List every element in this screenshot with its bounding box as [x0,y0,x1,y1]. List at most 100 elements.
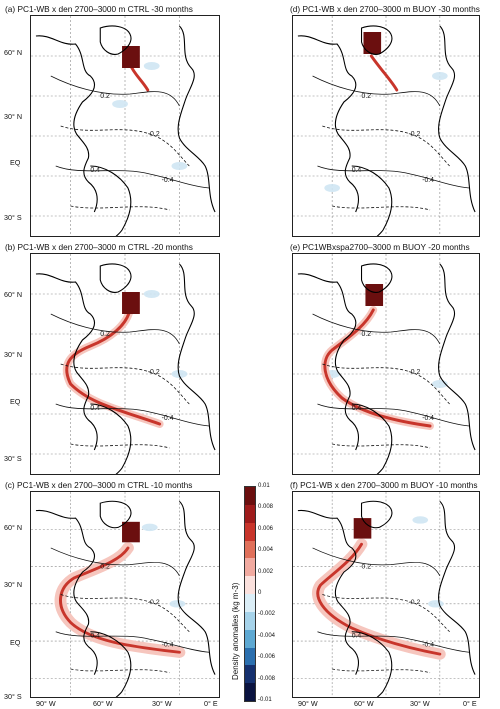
coastline [351,165,393,236]
lon-tick: 30° W [152,699,172,708]
max-anomaly-blob [122,292,140,314]
density-contour [322,594,450,633]
lat-tick: 60° N [4,48,23,57]
colorbar-tick-label: 0.004 [258,547,274,554]
density-contour [332,668,431,674]
negative-anomaly-patch [143,290,160,298]
coastline-greenland [99,263,132,293]
positive-anomaly-track [316,542,442,656]
coastline [351,403,393,474]
lon-tick: 30° W [410,699,430,708]
positive-anomaly-band [54,542,186,658]
contour-label: 0.4 [90,633,100,640]
map-svg: 0.2 -0.2 0.4 -0.4 [293,254,479,474]
contour-label: 0.4 [352,405,362,412]
lon-tick: 90° W [298,699,318,708]
density-contour [50,75,180,107]
panel-title: (f) PC1-WB x den 2700–3000 m BUOY -10 mo… [290,480,478,490]
panel-title: (c) PC1-WB x den 2700–3000 m CTRL -10 mo… [5,480,193,490]
colorbar-segment [245,594,255,613]
negative-anomaly-patch [169,600,186,608]
density-contour [50,547,180,577]
lon-tick: 60° W [93,699,113,708]
colorbar-segment [245,487,255,506]
contour-label: -0.2 [409,599,421,606]
lat-tick: 30° N [4,350,23,359]
density-contour [322,125,450,167]
lon-tick: 0° E [204,699,218,708]
colorbar-segment [245,540,255,559]
contour-label: -0.2 [148,131,160,138]
colorbar-tick-label: -0.002 [258,611,276,618]
colorbar-tick-label: -0.004 [258,632,276,639]
density-contour [60,125,190,167]
lat-tick: 30° S [4,454,22,463]
contour-label: -0.4 [422,415,434,422]
coastline-greenland [360,263,393,293]
contour-label: -0.2 [148,369,160,376]
colorbar [244,486,256,702]
map-panel-f: 0.2 -0.2 0.4 -0.4 [292,491,480,698]
density-contour [312,547,441,577]
colorbar-tick-label: -0.006 [258,654,276,661]
density-contour [55,403,210,427]
contour-label: 0.4 [352,167,362,174]
contour-label: -0.4 [422,177,434,184]
map-panel-c: 0.2 -0.2 0.4 -0.4 [30,491,220,698]
coastline [90,165,132,236]
contour-label: 0.2 [100,564,110,571]
panel-title: (a) PC1-WB x den 2700–3000 m CTRL -30 mo… [5,4,193,14]
colorbar-segment [245,558,255,577]
lat-tick: EQ [10,397,21,406]
colorbar-tick-label: 0 [258,590,262,596]
density-contour [60,363,190,405]
density-contour [60,594,190,633]
negative-anomaly-patch [428,600,444,608]
coastline [90,631,132,697]
max-anomaly-blob [353,518,372,539]
negative-anomaly-patch [143,62,160,70]
contour-label: 0.2 [362,93,372,100]
map-svg: 0.2 -0.2 0.4 -0.4 [31,16,219,236]
coastline [297,509,359,675]
coastline [351,631,393,697]
coastline [35,35,98,213]
lat-tick: 60° N [4,290,23,299]
negative-anomaly-patch [324,184,340,192]
coastline [297,273,359,451]
map-panel-d: 0.2 -0.2 0.4 -0.4 [292,15,480,237]
map-panel-a: 0.2 -0.2 0.4 -0.4 [30,15,220,237]
coastline-greenland [360,25,393,55]
negative-anomaly-patch [432,72,448,80]
density-contour [312,75,441,107]
lon-tick: 90° W [36,699,56,708]
density-contour [317,403,470,427]
lat-tick: 60° N [4,523,23,532]
contour-label: 0.2 [362,331,372,338]
coastline [90,403,132,474]
panel-title: (d) PC1-WB x den 2700–3000 m BUOY -30 mo… [290,4,480,14]
contour-label: 0.2 [100,331,110,338]
colorbar-segment [245,576,255,595]
lon-tick: 0° E [463,699,477,708]
coastline [438,25,476,213]
coastline [177,263,216,451]
colorbar-segment [245,611,255,631]
positive-anomaly-track [369,54,399,92]
contour-label: -0.2 [148,599,160,606]
colorbar-tick-label: 0.008 [258,504,274,511]
contour-label: 0.2 [100,93,110,100]
contour-label: -0.4 [162,177,174,184]
contour-label: 0.4 [90,405,100,412]
density-contour [332,205,431,211]
positive-anomaly-track [323,308,432,428]
coastline [438,263,476,451]
density-contour [70,205,170,211]
coastline [35,509,98,675]
max-anomaly-blob [365,284,384,306]
max-anomaly-blob [363,32,382,54]
coastline-greenland [360,500,393,529]
negative-anomaly-patch [171,162,188,170]
negative-anomaly-patch [141,523,158,532]
contour-label: -0.4 [422,642,434,649]
